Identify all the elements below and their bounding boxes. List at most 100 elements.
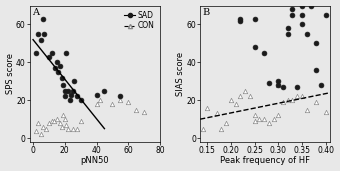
Point — [41, 33, 47, 35]
Point — [68, 93, 74, 96]
Point — [247, 95, 253, 98]
Point — [294, 86, 300, 88]
Point — [65, 89, 71, 92]
Point — [285, 99, 290, 102]
Point — [59, 76, 64, 79]
Point — [313, 101, 319, 103]
Point — [133, 108, 139, 111]
Point — [261, 118, 267, 121]
Point — [70, 127, 75, 130]
Point — [141, 110, 147, 113]
Point — [223, 122, 229, 124]
Point — [271, 118, 276, 121]
Point — [67, 99, 72, 102]
Point — [56, 70, 61, 73]
Point — [62, 95, 67, 98]
Point — [252, 46, 257, 49]
Point — [252, 17, 257, 20]
Point — [51, 120, 56, 122]
Point — [94, 103, 99, 105]
Point — [54, 61, 60, 64]
Point — [228, 99, 234, 102]
Point — [261, 51, 267, 54]
Point — [285, 33, 290, 35]
Point — [75, 127, 80, 130]
Legend: SAD, CON: SAD, CON — [122, 9, 156, 32]
Point — [290, 99, 295, 102]
Point — [35, 33, 40, 35]
Point — [38, 133, 44, 136]
Point — [280, 86, 286, 88]
Point — [70, 89, 75, 92]
Point — [299, 23, 305, 26]
Point — [299, 14, 305, 16]
Point — [275, 84, 281, 87]
Text: B: B — [203, 8, 210, 17]
Point — [62, 118, 67, 121]
Point — [57, 122, 63, 124]
Point — [285, 27, 290, 30]
Point — [35, 122, 40, 124]
Point — [290, 14, 295, 16]
Point — [52, 67, 58, 69]
Point — [43, 127, 48, 130]
Point — [275, 80, 281, 83]
Point — [214, 112, 220, 115]
Point — [46, 55, 52, 58]
Point — [94, 93, 99, 96]
Point — [118, 99, 123, 102]
Point — [49, 120, 55, 122]
Point — [294, 95, 300, 98]
Point — [49, 51, 55, 54]
X-axis label: pNN50: pNN50 — [81, 156, 109, 166]
Point — [299, 4, 305, 7]
Point — [40, 125, 45, 128]
Point — [219, 127, 224, 130]
Point — [299, 95, 305, 98]
Point — [38, 38, 44, 41]
Point — [252, 120, 257, 122]
Point — [102, 89, 107, 92]
Point — [323, 14, 328, 16]
Point — [54, 118, 60, 121]
Point — [71, 80, 77, 83]
Point — [323, 110, 328, 113]
Point — [59, 125, 64, 128]
Point — [238, 19, 243, 22]
Point — [61, 84, 66, 87]
Point — [290, 8, 295, 11]
Point — [109, 103, 115, 105]
Point — [238, 95, 243, 98]
Point — [118, 95, 123, 98]
Point — [313, 69, 319, 71]
Text: A: A — [32, 8, 39, 17]
Point — [318, 84, 324, 87]
Point — [304, 108, 309, 111]
Point — [64, 123, 69, 126]
Point — [257, 118, 262, 121]
Y-axis label: SPS score: SPS score — [5, 53, 15, 94]
Point — [238, 17, 243, 20]
Point — [125, 101, 131, 103]
Point — [242, 89, 248, 92]
Point — [233, 103, 238, 105]
Point — [57, 65, 63, 68]
Point — [46, 122, 52, 124]
Point — [205, 106, 210, 109]
Point — [313, 42, 319, 45]
Point — [252, 114, 257, 117]
Point — [65, 127, 71, 130]
X-axis label: Peak frequency of HF: Peak frequency of HF — [220, 156, 310, 166]
Point — [64, 51, 69, 54]
Point — [33, 51, 39, 54]
Point — [78, 99, 83, 102]
Point — [62, 89, 67, 92]
Point — [78, 120, 83, 122]
Point — [200, 127, 205, 130]
Y-axis label: SIAS score: SIAS score — [176, 52, 185, 96]
Point — [275, 114, 281, 117]
Point — [309, 4, 314, 7]
Point — [304, 33, 309, 35]
Point — [33, 129, 39, 132]
Point — [280, 101, 286, 103]
